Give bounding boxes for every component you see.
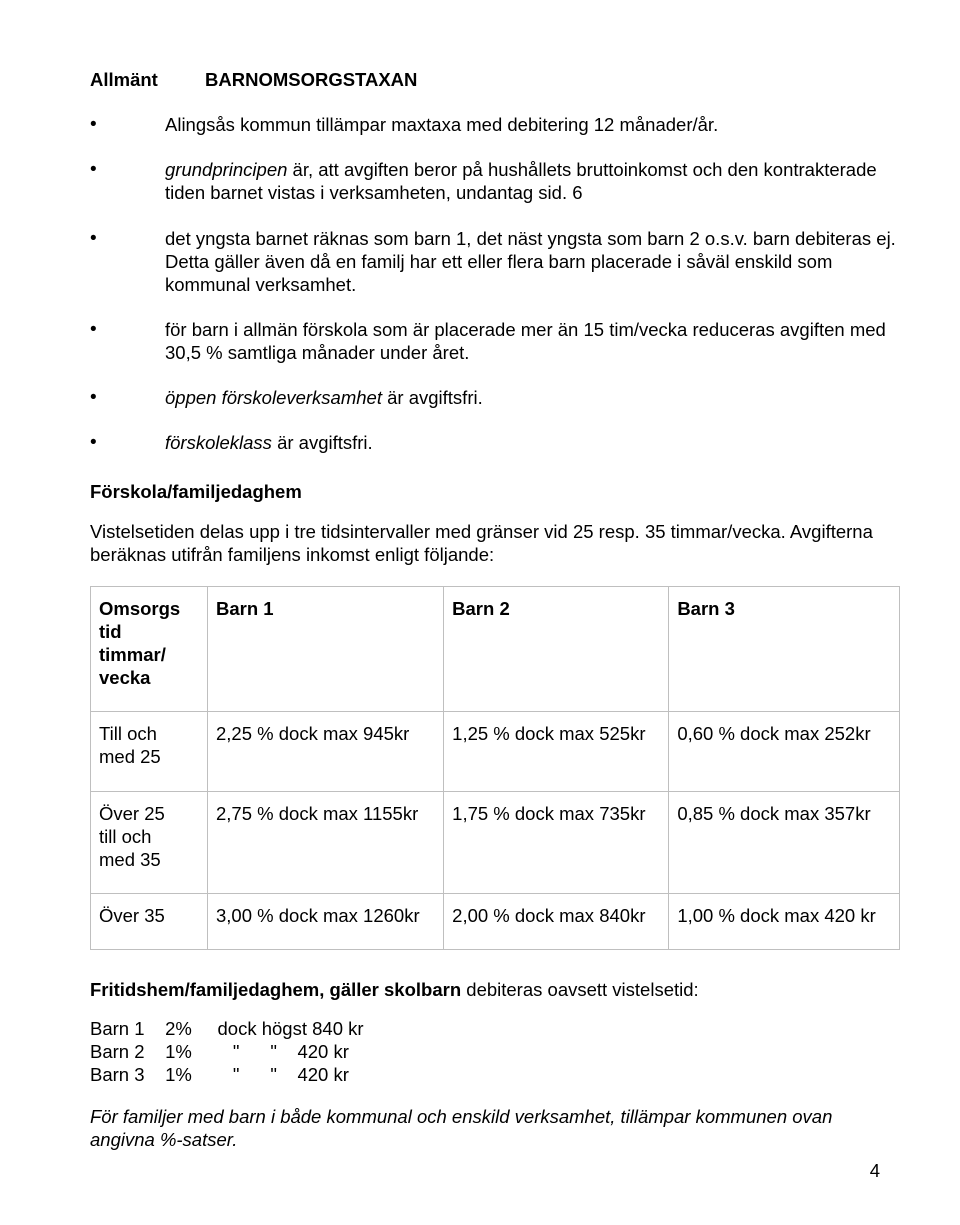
cell-omsorgstid: Till ochmed 25 <box>91 712 208 791</box>
cell-barn2: 1,25 % dock max 525kr <box>444 712 669 791</box>
fritidshem-heading-rest: debiteras oavsett vistelsetid: <box>461 979 699 1000</box>
fritidshem-row: Barn 1 2% dock högst 840 kr <box>90 1017 900 1040</box>
cell-omsorgstid: Över 35 <box>91 893 208 949</box>
fritidshem-rows: Barn 1 2% dock högst 840 krBarn 2 1% " "… <box>90 1017 900 1086</box>
col-header-barn1: Barn 1 <box>208 586 444 712</box>
bullet-item: förskoleklass är avgiftsfri. <box>90 431 900 454</box>
cell-barn3: 1,00 % dock max 420 kr <box>669 893 900 949</box>
fritidshem-heading: Fritidshem/familjedaghem, gäller skolbar… <box>90 978 900 1001</box>
fritidshem-row: Barn 2 1% " " 420 kr <box>90 1040 900 1063</box>
cell-barn1: 2,75 % dock max 1155kr <box>208 791 444 893</box>
page-title: BARNOMSORGSTAXAN <box>205 68 417 91</box>
col-header-barn2: Barn 2 <box>444 586 669 712</box>
table-row: Till ochmed 252,25 % dock max 945kr1,25 … <box>91 712 900 791</box>
bullet-item: öppen förskoleverksamhet är avgiftsfri. <box>90 386 900 409</box>
table-header-row: Omsorgstidtimmar/vecka Barn 1 Barn 2 Bar… <box>91 586 900 712</box>
cell-barn3: 0,85 % dock max 357kr <box>669 791 900 893</box>
bullet-item: Alingsås kommun tillämpar maxtaxa med de… <box>90 113 900 136</box>
col-header-omsorgstid: Omsorgstidtimmar/vecka <box>91 586 208 712</box>
footer-note: För familjer med barn i både kommunal oc… <box>90 1105 900 1151</box>
bullet-item: för barn i allmän förskola som är placer… <box>90 318 900 364</box>
page-number: 4 <box>90 1159 900 1182</box>
bullet-item: det yngsta barnet räknas som barn 1, det… <box>90 227 900 296</box>
cell-barn2: 1,75 % dock max 735kr <box>444 791 669 893</box>
bullet-list: Alingsås kommun tillämpar maxtaxa med de… <box>90 113 900 454</box>
cell-barn1: 3,00 % dock max 1260kr <box>208 893 444 949</box>
fritidshem-heading-bold: Fritidshem/familjedaghem, gäller skolbar… <box>90 979 461 1000</box>
cell-barn1: 2,25 % dock max 945kr <box>208 712 444 791</box>
table-row: Över 353,00 % dock max 1260kr2,00 % dock… <box>91 893 900 949</box>
fee-table: Omsorgstidtimmar/vecka Barn 1 Barn 2 Bar… <box>90 586 900 950</box>
header-row: Allmänt BARNOMSORGSTAXAN <box>90 68 900 91</box>
cell-barn2: 2,00 % dock max 840kr <box>444 893 669 949</box>
col-header-barn3: Barn 3 <box>669 586 900 712</box>
section-forskola-body: Vistelsetiden delas upp i tre tidsinterv… <box>90 520 900 566</box>
cell-barn3: 0,60 % dock max 252kr <box>669 712 900 791</box>
bullet-item: grundprincipen är, att avgiften beror på… <box>90 158 900 204</box>
section-forskola-heading: Förskola/familjedaghem <box>90 480 900 503</box>
fritidshem-row: Barn 3 1% " " 420 kr <box>90 1063 900 1086</box>
table-row: Över 25till ochmed 352,75 % dock max 115… <box>91 791 900 893</box>
cell-omsorgstid: Över 25till ochmed 35 <box>91 791 208 893</box>
